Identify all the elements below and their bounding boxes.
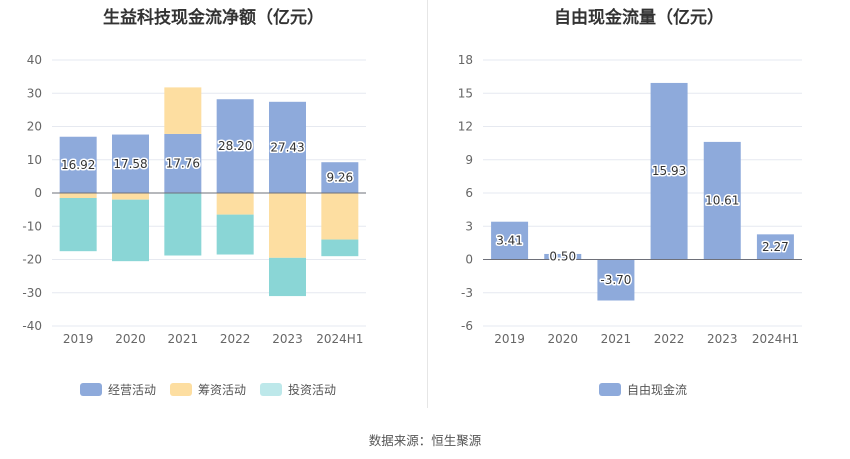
left-chart-xtick-label: 2020 xyxy=(115,332,146,346)
left-chart-bar-筹资活动-2024H1 xyxy=(321,193,359,240)
left-chart-data-label: 17.76 xyxy=(166,156,200,170)
left-chart-bar-筹资活动-2019 xyxy=(59,193,97,198)
left-chart-bar-投资活动-2022 xyxy=(216,214,254,255)
left-chart-title: 生益科技现金流净额（亿元） xyxy=(103,8,324,28)
left-chart-bar-经营活动-2019 xyxy=(59,136,97,193)
right-chart-xtick-label: 2019 xyxy=(494,332,525,346)
right-chart-panel: 自由现金流量（亿元） -6 -3 0 3 6 9 12 15 18 2019 2020 2021 202… xyxy=(428,0,850,420)
panel-divider xyxy=(427,0,428,408)
left-chart-data-label: 27.43 xyxy=(270,140,304,154)
left-chart-panel: 生益科技现金流净额（亿元） -40 -30 -20 -10 0 10 20 30 40 2019 2… xyxy=(0,0,427,420)
legend-swatch-free-cash-flow xyxy=(599,383,621,396)
right-chart-ytick-label: 15 xyxy=(458,86,473,100)
left-chart-bar-筹资活动-2021 xyxy=(164,87,202,134)
left-chart-legend: 经营活动 筹资活动 投资活动 xyxy=(80,381,336,398)
legend-label-financing: 筹资活动 xyxy=(198,383,247,397)
right-chart-data-label: 3.41 xyxy=(496,234,523,248)
right-chart-xtick-label: 2023 xyxy=(707,332,738,346)
left-chart-bar-投资活动-2021 xyxy=(164,193,202,256)
left-chart-xtick-label: 2022 xyxy=(220,332,251,346)
right-chart-ytick-label: 3 xyxy=(465,219,473,233)
left-chart-ytick-label: -40 xyxy=(22,319,42,333)
left-chart-xtick-label: 2024H1 xyxy=(316,332,363,346)
legend-item-investing[interactable]: 投资活动 xyxy=(260,381,336,398)
right-chart-bar-自由现金流-2019 xyxy=(491,221,529,260)
right-chart-xtick-label: 2021 xyxy=(601,332,632,346)
right-chart-ytick-label: -3 xyxy=(461,286,473,300)
right-chart-data-label: 2.27 xyxy=(762,240,789,254)
right-chart-data-label: 10.61 xyxy=(705,194,739,208)
left-chart-bar-筹资活动-2023 xyxy=(269,193,306,258)
left-chart-xtick-label: 2019 xyxy=(63,332,94,346)
left-chart-bar-筹资活动-2022 xyxy=(216,193,254,215)
left-chart-bar-筹资活动-2020 xyxy=(112,193,149,200)
right-chart-xtick-label: 2024H1 xyxy=(752,332,799,346)
left-chart-ytick-label: 30 xyxy=(27,86,42,100)
left-chart-bar-经营活动-2023 xyxy=(269,101,306,193)
right-chart-bar-自由现金流-2020 xyxy=(544,253,582,260)
left-chart-xtick-label: 2021 xyxy=(168,332,199,346)
left-chart-ytick-label: 20 xyxy=(27,120,42,134)
left-chart-data-label: 17.58 xyxy=(113,157,147,171)
right-chart-data-label: 0.50 xyxy=(549,250,576,264)
left-chart-ytick-label: -20 xyxy=(22,253,42,267)
right-chart-ytick-label: 12 xyxy=(458,120,473,134)
left-chart-bar-经营活动-2024H1 xyxy=(321,162,359,193)
right-chart-ytick-label: -6 xyxy=(461,319,473,333)
right-chart-bar-自由现金流-2022 xyxy=(650,82,688,260)
legend-item-free-cash-flow[interactable]: 自由现金流 xyxy=(599,381,687,398)
right-chart-ytick-label: 6 xyxy=(465,186,473,200)
left-chart-bar-投资活动-2019 xyxy=(59,197,97,252)
left-chart-bar-经营活动-2021 xyxy=(164,133,202,193)
right-chart-xtick-label: 2022 xyxy=(654,332,685,346)
left-chart-bar-经营活动-2020 xyxy=(112,134,149,193)
right-chart-bar-自由现金流-2024H1 xyxy=(756,234,794,260)
right-chart-ytick-label: 18 xyxy=(458,53,473,67)
left-chart-ytick-label: 40 xyxy=(27,53,42,67)
right-chart-legend: 自由现金流 xyxy=(599,381,687,398)
left-chart-data-label: 16.92 xyxy=(61,158,95,172)
right-chart-bar-自由现金流-2021 xyxy=(597,259,635,301)
legend-item-operating[interactable]: 经营活动 xyxy=(80,381,156,398)
left-chart-bar-投资活动-2023 xyxy=(269,257,306,297)
data-source-note: 数据来源：恒生聚源 xyxy=(368,433,482,448)
right-chart-ytick-label: 0 xyxy=(465,253,473,267)
left-chart-data-label: 9.26 xyxy=(326,171,353,185)
right-chart-data-label: -3.70 xyxy=(600,273,631,287)
left-chart-ytick-label: -10 xyxy=(22,219,42,233)
legend-item-financing[interactable]: 筹资活动 xyxy=(170,381,246,398)
right-chart-title: 自由现金流量（亿元） xyxy=(554,8,724,28)
right-chart-svg: -6 -3 0 3 6 9 12 15 18 2019 2020 2021 2022 2023 2024H1… xyxy=(458,53,802,346)
left-chart-svg: -40 -30 -20 -10 0 10 20 30 40 2019 2020 2021 2022 202… xyxy=(22,53,366,346)
right-chart-ytick-label: 9 xyxy=(465,153,473,167)
right-chart-xtick-label: 2020 xyxy=(547,332,578,346)
right-chart-data-label: 15.93 xyxy=(652,164,686,178)
left-chart-bar-投资活动-2024H1 xyxy=(321,239,359,257)
legend-label-operating: 经营活动 xyxy=(108,383,157,397)
left-chart-xtick-label: 2023 xyxy=(272,332,303,346)
legend-swatch-investing xyxy=(260,383,283,396)
left-chart-ytick-label: -30 xyxy=(22,286,42,300)
legend-swatch-financing xyxy=(170,383,193,396)
legend-label-free-cash-flow: 自由现金流 xyxy=(627,383,688,397)
right-chart-bar-自由现金流-2023 xyxy=(703,141,741,260)
left-chart-ytick-label: 10 xyxy=(27,153,42,167)
legend-swatch-operating xyxy=(80,383,102,396)
left-chart-ytick-label: 0 xyxy=(34,186,42,200)
left-chart-data-label: 28.20 xyxy=(218,139,252,153)
left-chart-bar-经营活动-2022 xyxy=(216,99,254,193)
left-chart-bar-投资活动-2020 xyxy=(112,199,149,262)
legend-label-investing: 投资活动 xyxy=(288,383,337,397)
